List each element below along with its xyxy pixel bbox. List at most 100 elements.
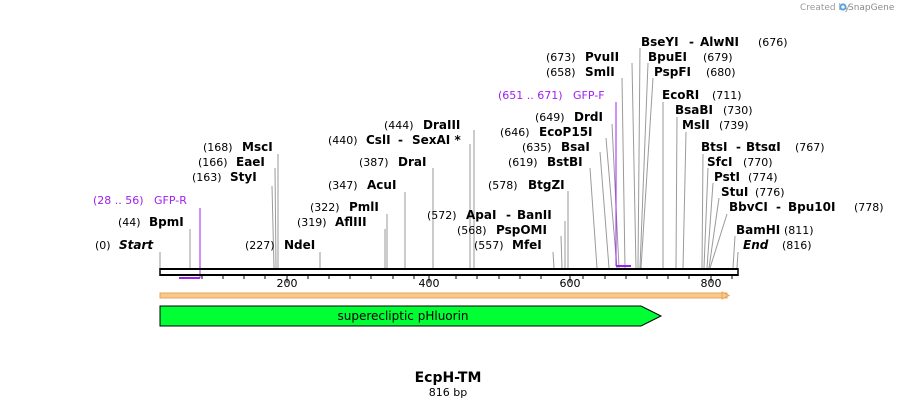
site-name[interactable]: StyI: [230, 170, 257, 184]
site-position: (816): [782, 239, 812, 252]
sequence-title: EcpH-TM: [415, 370, 482, 386]
site-name[interactable]: MscI: [242, 140, 273, 154]
site-name[interactable]: StuI: [721, 185, 748, 199]
credit-prefix: Created by: [800, 3, 850, 13]
site-position: (0): [95, 239, 111, 252]
primer-name: GFP-R: [154, 194, 187, 207]
site-name[interactable]: BbvCI: [729, 200, 768, 214]
site-name[interactable]: PstI: [714, 170, 740, 184]
site-position: (646): [500, 126, 530, 139]
ruler-labels: 200 400 600 800: [277, 277, 722, 290]
site-position: (168): [203, 141, 233, 154]
primer-label-gfp-f: (651 .. 671) GFP-F: [498, 89, 605, 102]
site-name[interactable]: AflIII: [335, 215, 367, 229]
site-position: (319): [297, 216, 327, 229]
site-name-alt[interactable]: Bpu10I: [788, 200, 835, 214]
site-name[interactable]: BpuEI: [648, 50, 687, 64]
site-name[interactable]: DraIII: [423, 118, 460, 132]
site-name[interactable]: EaeI: [236, 155, 265, 169]
site-name[interactable]: BpmI: [149, 215, 184, 229]
site-position: (44): [118, 216, 141, 229]
site-name-alt[interactable]: AlwNI: [700, 35, 739, 49]
site-separator: -: [506, 208, 511, 222]
site-position: (347): [328, 179, 358, 192]
site-name-alt[interactable]: BtsαI: [746, 140, 781, 154]
tick-label: 200: [277, 277, 298, 290]
site-name[interactable]: AcuI: [367, 178, 396, 192]
primer-gfp-f[interactable]: [615, 102, 631, 267]
site-position: (676): [758, 36, 788, 49]
site-position: (711): [712, 89, 742, 102]
site-position: (730): [723, 104, 753, 117]
site-position: (163): [192, 171, 222, 184]
feature-superecliptic-phluorin[interactable]: superecliptic pHluorin: [159, 305, 663, 327]
site-separator: -: [398, 133, 403, 147]
site-name[interactable]: PspFI: [654, 65, 691, 79]
site-name[interactable]: PvuII: [585, 50, 619, 64]
site-position: (635): [522, 141, 552, 154]
site-separator: -: [776, 200, 781, 214]
primer-label-gfp-r: (28 .. 56) GFP-R: [93, 194, 187, 207]
site-position: (557): [474, 239, 504, 252]
tick-label: 800: [701, 277, 722, 290]
site-position: (739): [719, 119, 749, 132]
orf-arrow[interactable]: [159, 291, 731, 300]
site-position: (227): [245, 239, 275, 252]
site-position: (572): [427, 209, 457, 222]
site-name[interactable]: PspOMI: [496, 223, 547, 237]
snapgene-logo-icon: [839, 3, 847, 11]
site-position: (770): [743, 156, 773, 169]
site-position: (778): [854, 201, 884, 214]
site-name[interactable]: NdeI: [284, 238, 315, 252]
site-name[interactable]: BtgZI: [528, 178, 565, 192]
site-name[interactable]: DraI: [398, 155, 426, 169]
primer-range: (651 .. 671): [498, 89, 563, 102]
site-position: (774): [748, 171, 778, 184]
site-name[interactable]: DrdI: [574, 110, 603, 124]
site-name[interactable]: EcoRI: [662, 88, 699, 102]
site-name[interactable]: CslI: [366, 133, 391, 147]
site-name[interactable]: BtsI: [701, 140, 728, 154]
site-name[interactable]: Start: [119, 238, 154, 252]
site-name[interactable]: ApaI: [466, 208, 496, 222]
leader-lines: [159, 47, 739, 269]
site-position: (673): [546, 51, 576, 64]
site-position: (680): [706, 66, 736, 79]
site-position: (767): [795, 141, 825, 154]
snapgene-credit: Created by SnapGene: [800, 3, 895, 13]
site-name[interactable]: SmlI: [585, 65, 615, 79]
site-name[interactable]: EcoP15I: [539, 125, 593, 139]
tick-label: 400: [419, 277, 440, 290]
sequence-length: 816 bp: [429, 386, 467, 399]
site-position: (578): [488, 179, 518, 192]
site-position: (811): [784, 224, 814, 237]
primer-gfp-r[interactable]: [179, 208, 201, 279]
site-position: (444): [384, 119, 414, 132]
site-position: (568): [457, 224, 487, 237]
site-labels: (0) Start (44) BpmI (163) StyI (166) Eae…: [95, 35, 884, 252]
site-name[interactable]: MslI: [682, 118, 710, 132]
site-name[interactable]: BsaI: [561, 140, 590, 154]
sequence-backbone: [159, 268, 739, 276]
site-position: (619): [508, 156, 538, 169]
site-position: (658): [546, 66, 576, 79]
site-position: (440): [328, 134, 358, 147]
site-name[interactable]: BstBI: [547, 155, 583, 169]
site-position: (776): [755, 186, 785, 199]
site-name[interactable]: SfcI: [707, 155, 732, 169]
site-name[interactable]: MfeI: [512, 238, 542, 252]
site-name-alt[interactable]: BanII: [517, 208, 552, 222]
site-name[interactable]: BseYI: [641, 35, 679, 49]
site-name[interactable]: PmlI: [349, 200, 379, 214]
site-position: (679): [703, 51, 733, 64]
site-position: (166): [198, 156, 228, 169]
site-name-alt[interactable]: SexAI *: [412, 133, 461, 147]
site-separator: -: [689, 35, 694, 49]
site-name[interactable]: BamHI: [736, 223, 780, 237]
site-position: (649): [535, 111, 565, 124]
site-name[interactable]: BsaBI: [675, 103, 713, 117]
site-name[interactable]: End: [743, 238, 769, 252]
site-position: (387): [359, 156, 389, 169]
feature-label: superecliptic pHluorin: [337, 309, 468, 323]
